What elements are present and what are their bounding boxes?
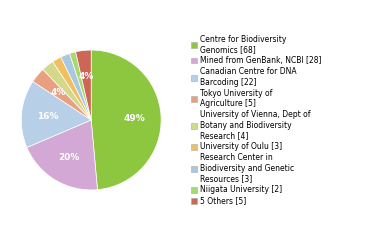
Wedge shape [43, 62, 91, 120]
Wedge shape [76, 50, 91, 120]
Text: 20%: 20% [58, 153, 80, 162]
Wedge shape [91, 50, 161, 190]
Text: 4%: 4% [79, 72, 94, 81]
Wedge shape [70, 52, 91, 120]
Wedge shape [61, 54, 91, 120]
Text: 49%: 49% [124, 114, 146, 123]
Text: 4%: 4% [50, 88, 66, 97]
Wedge shape [53, 57, 91, 120]
Text: 16%: 16% [37, 112, 59, 121]
Wedge shape [33, 69, 91, 120]
Wedge shape [27, 120, 97, 190]
Wedge shape [21, 82, 91, 148]
Legend: Centre for Biodiversity
Genomics [68], Mined from GenBank, NCBI [28], Canadian C: Centre for Biodiversity Genomics [68], M… [191, 35, 322, 205]
